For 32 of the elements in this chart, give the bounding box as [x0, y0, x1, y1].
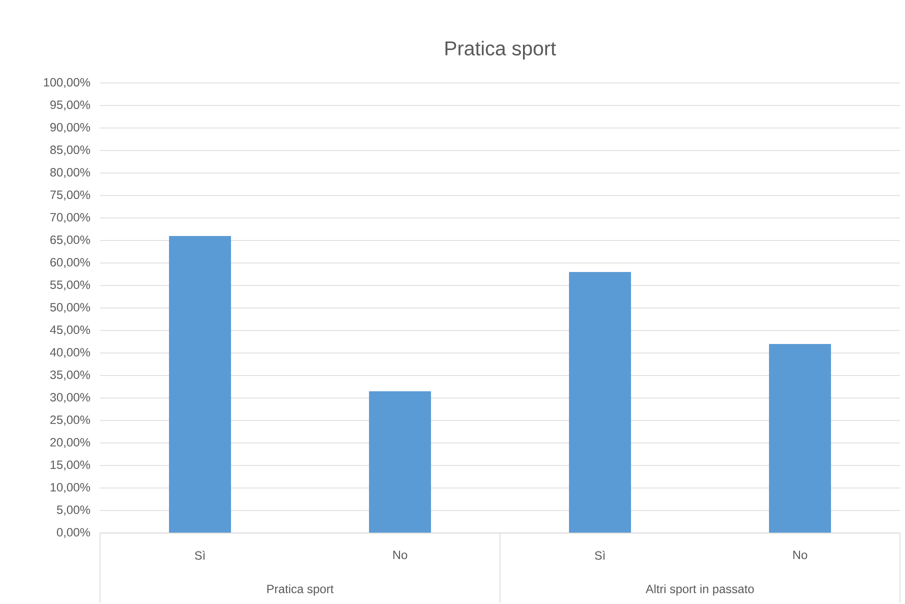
- y-tick-label: 35,00%: [50, 370, 90, 380]
- y-tick-label: 80,00%: [50, 168, 90, 178]
- y-tick-label: 55,00%: [50, 280, 90, 290]
- y-tick-label: 65,00%: [50, 236, 90, 246]
- y-tick-label: 20,00%: [50, 438, 90, 448]
- y-tick-label: 30,00%: [50, 393, 90, 403]
- y-tick-label: 10,00%: [50, 483, 90, 493]
- y-tick-label: 0,00%: [56, 528, 90, 538]
- x-tick-label: No: [793, 550, 808, 560]
- text: Pratica sport: [267, 584, 334, 596]
- bar: [569, 272, 631, 533]
- y-tick-label: 75,00%: [50, 190, 90, 200]
- bar: [169, 236, 232, 533]
- y-tick-label: 85,00%: [50, 146, 90, 156]
- y-tick-label: 25,00%: [50, 416, 90, 426]
- y-tick-label: 40,00%: [50, 348, 90, 358]
- chart-title: Pratica sport: [446, 40, 556, 60]
- y-tick-label: 100,00%: [44, 78, 90, 88]
- bar: [769, 344, 832, 533]
- y-tick-label: 95,00%: [50, 100, 90, 110]
- y-tick-label: 15,00%: [50, 460, 90, 470]
- y-tick-label: 60,00%: [50, 258, 90, 268]
- y-tick-label: 50,00%: [50, 303, 90, 313]
- x-tick-label: No: [393, 550, 408, 560]
- y-tick-label: 70,00%: [50, 213, 90, 223]
- y-tick-label: 90,00%: [50, 123, 90, 133]
- bar: [369, 391, 432, 533]
- y-tick-label: 45,00%: [50, 326, 90, 336]
- text: Altri sport in passato: [646, 584, 754, 596]
- x-tick-label: Sì: [594, 550, 605, 560]
- x-tick-label: Sì: [194, 550, 205, 560]
- y-tick-label: 5,00%: [56, 506, 90, 516]
